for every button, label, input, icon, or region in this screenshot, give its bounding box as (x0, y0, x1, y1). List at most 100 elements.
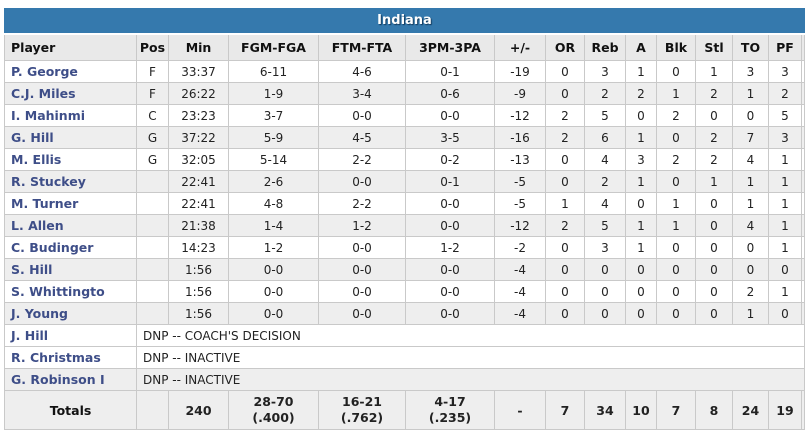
cell-a: 0 (625, 302, 657, 325)
player-name-link[interactable]: S. Whittingto (4, 280, 137, 303)
player-name-link[interactable]: G. Hill (4, 126, 137, 149)
cell-to: 1 (732, 192, 769, 215)
cell-min: 37:22 (168, 126, 229, 149)
cell-a: 1 (625, 236, 657, 259)
cell-reb: 3 (584, 60, 626, 83)
column-header-pts: Pts (801, 33, 805, 61)
cell-pf: 1 (768, 170, 802, 193)
cell-or: 0 (545, 148, 585, 171)
cell-pf: 2 (768, 82, 802, 105)
player-name-link[interactable]: R. Stuckey (4, 170, 137, 193)
player-name-link[interactable]: G. Robinson I (4, 368, 137, 391)
cell-stl: 0 (695, 104, 733, 127)
cell-to: 1 (732, 82, 769, 105)
cell-blk: 0 (656, 280, 696, 303)
player-name-link[interactable]: S. Hill (4, 258, 137, 281)
dnp-row: G. Robinson I DNP -- INACTIVE (4, 368, 805, 391)
player-name-link[interactable]: J. Young (4, 302, 137, 325)
cell-pf: 0 (768, 258, 802, 281)
cell-fg: 2-6 (228, 170, 319, 193)
player-name-link[interactable]: C. Budinger (4, 236, 137, 259)
cell-fg: 6-11 (228, 60, 319, 83)
cell-reb: 4 (584, 192, 626, 215)
cell-stl: 2 (695, 82, 733, 105)
cell-reb: 0 (584, 302, 626, 325)
player-name-link[interactable]: J. Hill (4, 324, 137, 347)
cell-ft: 0-0 (318, 236, 406, 259)
cell-pos: F (136, 82, 169, 105)
column-header-row: Player Pos Min FGM-FGA FTM-FTA 3PM-3PA +/- OR Re… (4, 33, 805, 61)
cell-a: 0 (625, 192, 657, 215)
cell-a: 1 (625, 126, 657, 149)
player-name-link[interactable]: M. Ellis (4, 148, 137, 171)
cell-blk: 0 (656, 258, 696, 281)
cell-pos: G (136, 126, 169, 149)
cell-pf: 0 (768, 302, 802, 325)
cell-stl: 0 (695, 302, 733, 325)
cell-pts: 3 (801, 214, 805, 237)
cell-tp: 0-0 (405, 192, 495, 215)
cell-pf: 1 (768, 192, 802, 215)
cell-blk: 2 (656, 104, 696, 127)
totals-blk: 7 (656, 390, 696, 430)
totals-section: Totals 240 28-70 (.400) 16-21 (.762) 4-17 (.235… (4, 390, 805, 430)
cell-pf: 1 (768, 280, 802, 303)
cell-pm: -12 (494, 104, 546, 127)
cell-to: 2 (732, 280, 769, 303)
cell-blk: 0 (656, 126, 696, 149)
totals-to: 24 (732, 390, 769, 430)
cell-ft: 4-5 (318, 126, 406, 149)
player-name-link[interactable]: P. George (4, 60, 137, 83)
cell-pos: F (136, 60, 169, 83)
cell-stl: 0 (695, 280, 733, 303)
player-name-link[interactable]: C.J. Miles (4, 82, 137, 105)
cell-pf: 5 (768, 104, 802, 127)
cell-ft: 0-0 (318, 280, 406, 303)
cell-blk: 0 (656, 60, 696, 83)
cell-or: 0 (545, 280, 585, 303)
cell-tp: 0-0 (405, 104, 495, 127)
player-name-link[interactable]: M. Turner (4, 192, 137, 215)
cell-to: 1 (732, 170, 769, 193)
cell-ft: 2-2 (318, 148, 406, 171)
cell-or: 0 (545, 236, 585, 259)
column-header--: +/- (494, 33, 546, 61)
cell-reb: 3 (584, 236, 626, 259)
cell-tp: 3-5 (405, 126, 495, 149)
cell-fg: 0-0 (228, 302, 319, 325)
cell-min: 21:38 (168, 214, 229, 237)
cell-min: 1:56 (168, 302, 229, 325)
player-name-link[interactable]: L. Allen (4, 214, 137, 237)
player-name-link[interactable]: R. Christmas (4, 346, 137, 369)
column-header-pos: Pos (136, 33, 169, 61)
cell-pts: 6 (801, 104, 805, 127)
cell-pts: 17 (801, 126, 805, 149)
cell-pm: -2 (494, 236, 546, 259)
totals-pos (136, 390, 169, 430)
totals-or: 7 (545, 390, 585, 430)
cell-reb: 5 (584, 104, 626, 127)
cell-blk: 0 (656, 170, 696, 193)
cell-pos: C (136, 104, 169, 127)
cell-pf: 1 (768, 214, 802, 237)
totals-min: 240 (168, 390, 229, 430)
cell-pm: -5 (494, 192, 546, 215)
cell-fg: 0-0 (228, 258, 319, 281)
cell-pos (136, 192, 169, 215)
totals-ft: 16-21 (.762) (318, 390, 406, 430)
cell-fg: 5-14 (228, 148, 319, 171)
cell-stl: 2 (695, 148, 733, 171)
column-header-min: Min (168, 33, 229, 61)
cell-or: 2 (545, 214, 585, 237)
totals-fg: 28-70 (.400) (228, 390, 319, 430)
cell-stl: 1 (695, 60, 733, 83)
cell-pos (136, 236, 169, 259)
player-name-link[interactable]: I. Mahinmi (4, 104, 137, 127)
